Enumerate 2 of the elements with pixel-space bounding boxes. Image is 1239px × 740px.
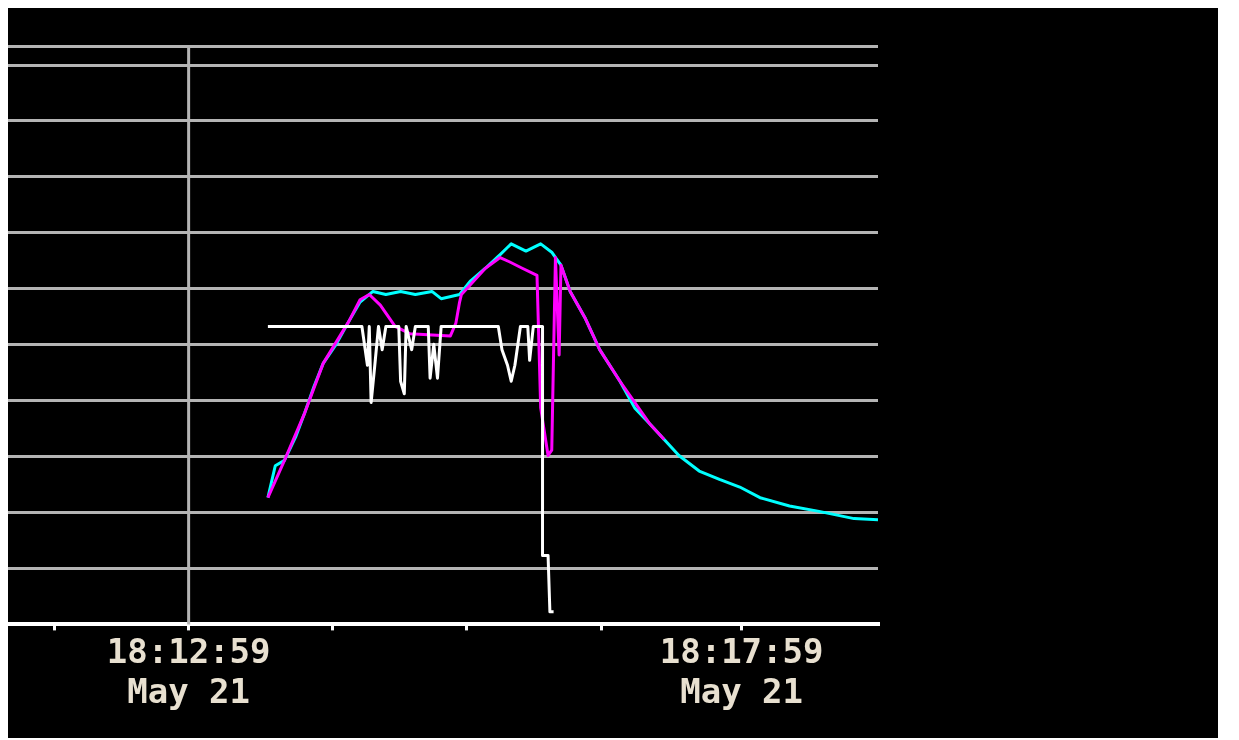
- x-tick-label: 18:17:59 May 21: [659, 630, 824, 712]
- x-tick-label: 18:12:59 May 21: [106, 630, 271, 712]
